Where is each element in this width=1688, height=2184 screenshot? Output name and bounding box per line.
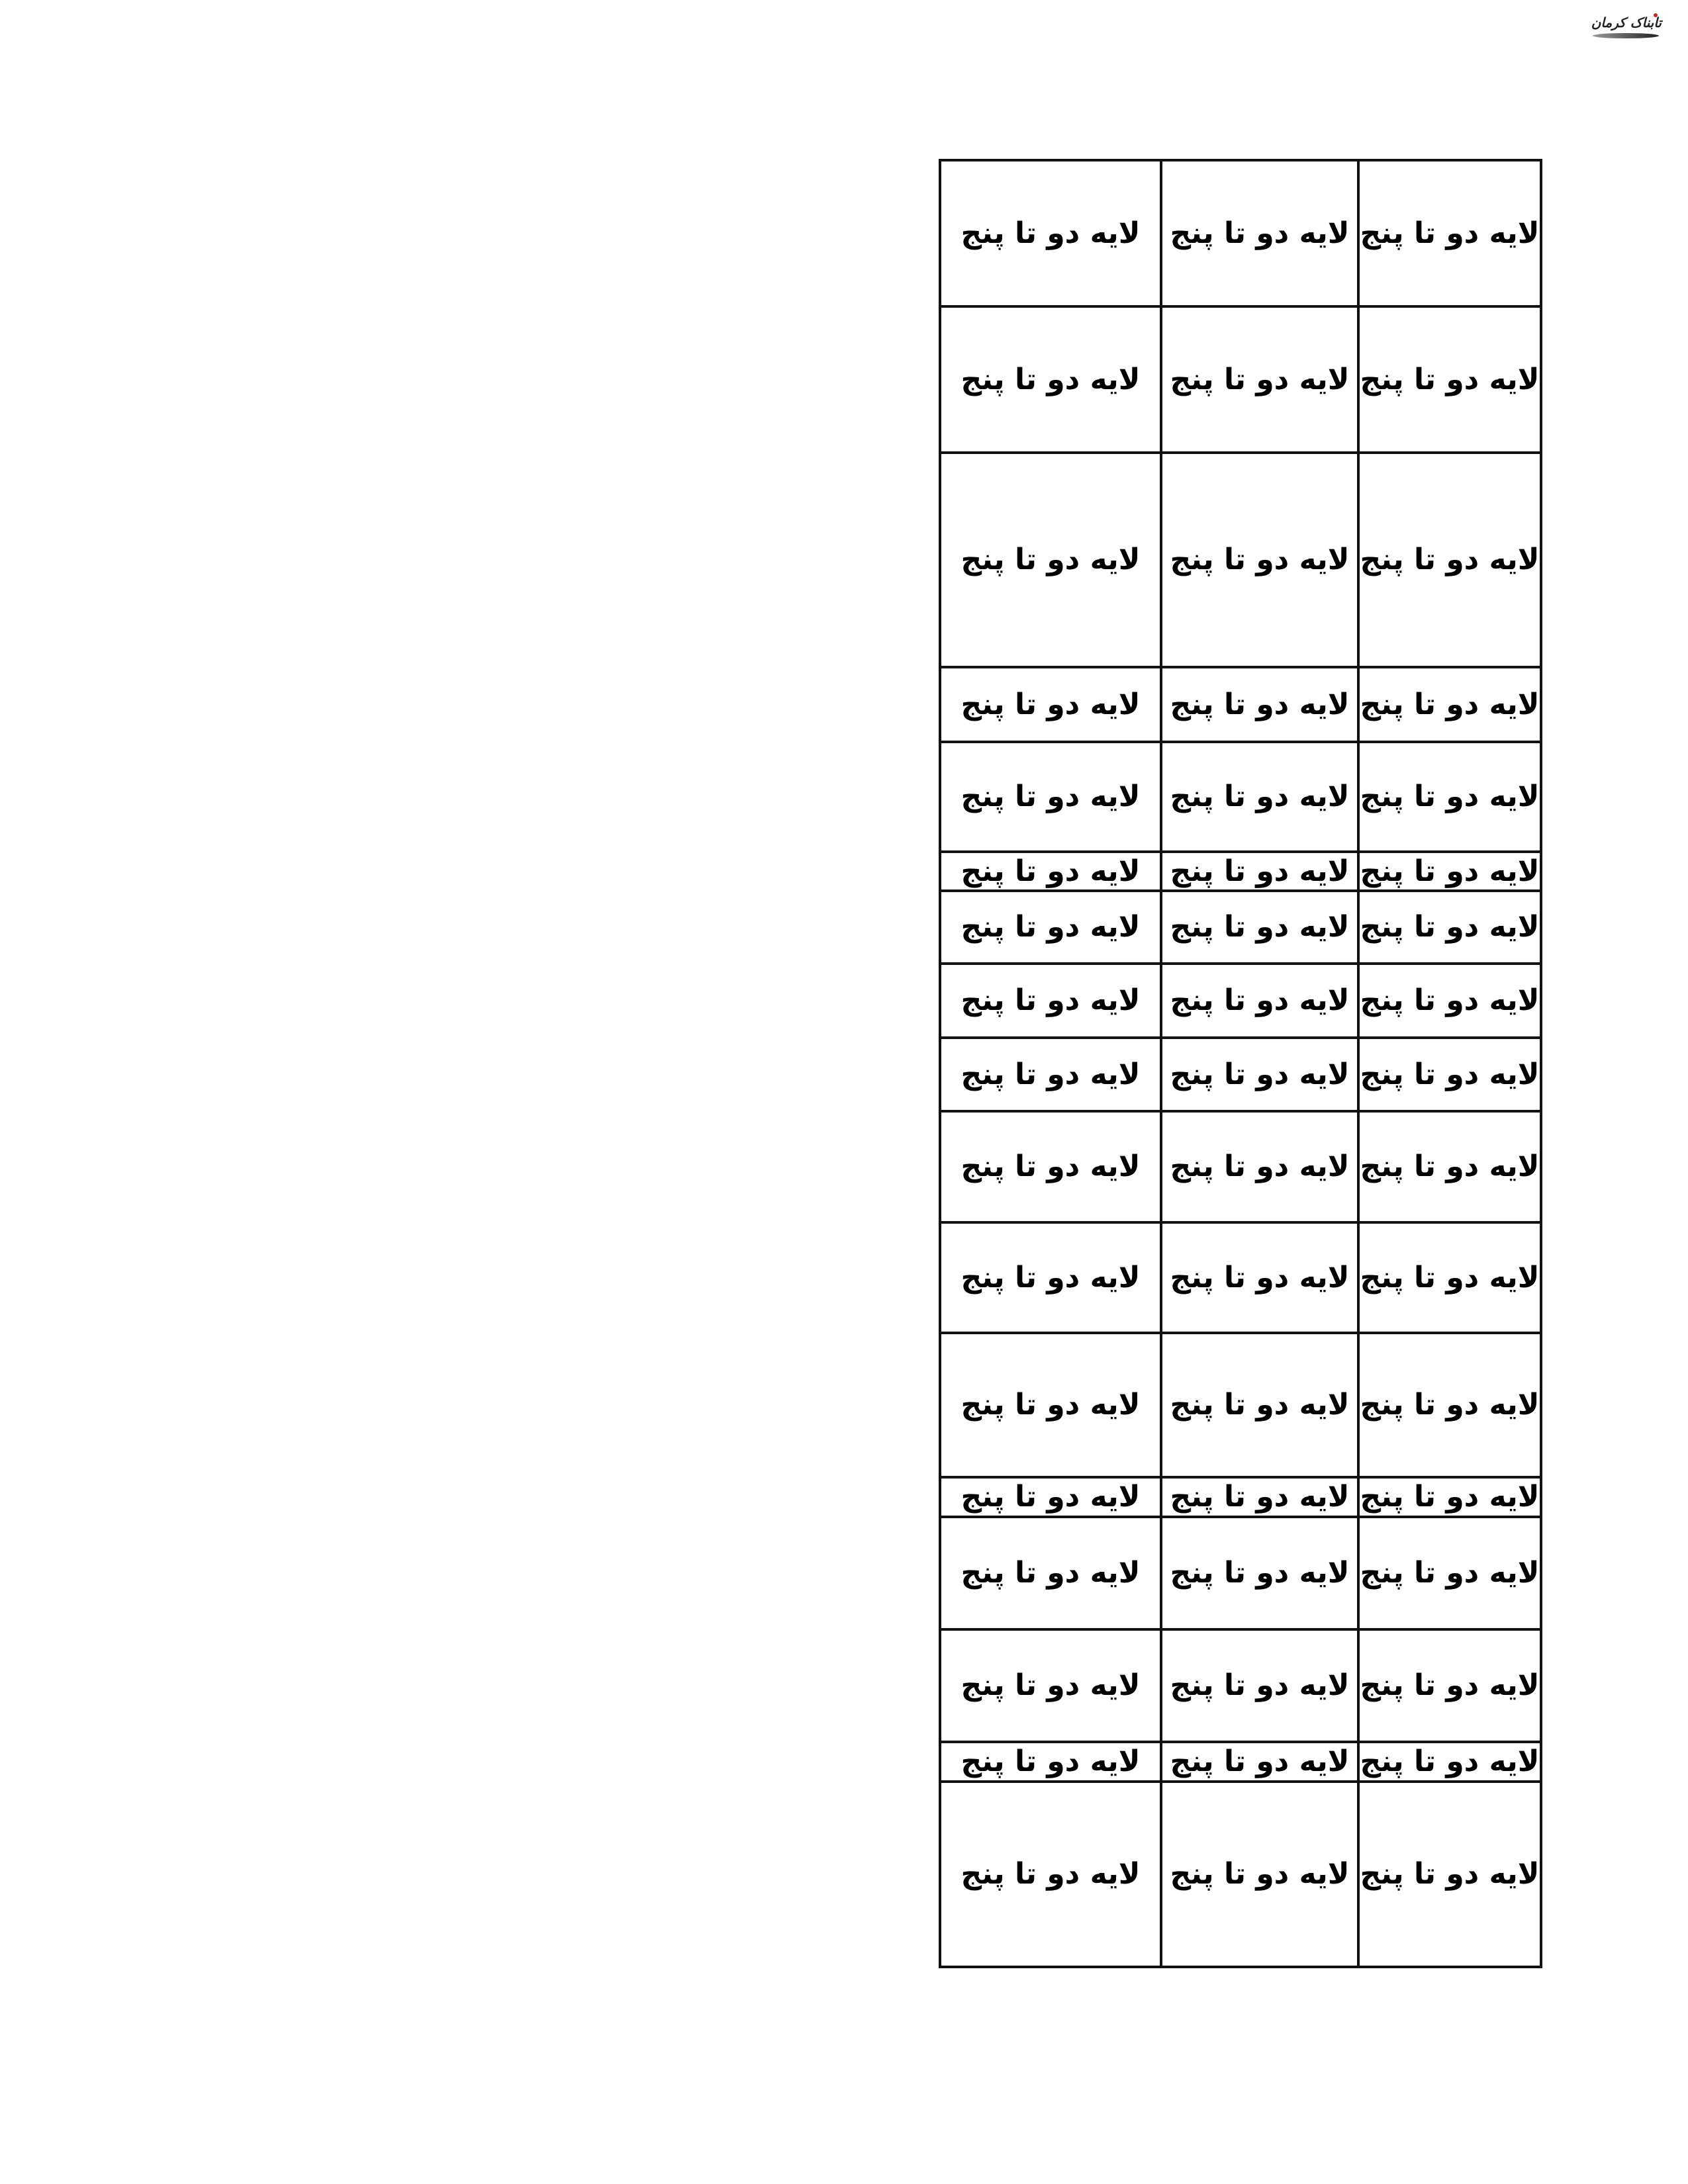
- table-cell: لایه دو تا پنج: [1357, 1221, 1542, 1334]
- logo-accent-dot: [1654, 13, 1658, 17]
- table-cell: لایه دو تا پنج: [939, 741, 1162, 853]
- table-row: لایه دو تا پنج لایه دو تا پنج لایه دو تا پ…: [939, 1780, 1542, 1968]
- label-grid-table: لایه دو تا پنج لایه دو تا پنج لایه دو تا پ…: [939, 159, 1542, 1968]
- table-cell: لایه دو تا پنج: [1160, 889, 1360, 965]
- table-cell: لایه دو تا پنج: [939, 1332, 1162, 1479]
- table-cell: لایه دو تا پنج: [939, 1476, 1162, 1518]
- table-cell: لایه دو تا پنج: [1160, 666, 1360, 743]
- table-cell: لایه دو تا پنج: [939, 1221, 1162, 1334]
- table-cell: لایه دو تا پنج: [939, 666, 1162, 743]
- table-cell: لایه دو تا پنج: [1357, 451, 1542, 668]
- table-row: لایه دو تا پنج لایه دو تا پنج لایه دو تا پ…: [939, 889, 1542, 965]
- table-cell: لایه دو تا پنج: [1160, 1741, 1360, 1783]
- table-row: لایه دو تا پنج لایه دو تا پنج لایه دو تا پ…: [939, 666, 1542, 743]
- label-grid-body: لایه دو تا پنج لایه دو تا پنج لایه دو تا پ…: [939, 159, 1542, 1968]
- table-cell: لایه دو تا پنج: [939, 1780, 1162, 1968]
- table-cell: لایه دو تا پنج: [939, 1036, 1162, 1113]
- table-row: لایه دو تا پنج لایه دو تا پنج لایه دو تا پ…: [939, 451, 1542, 668]
- table-row: لایه دو تا پنج لایه دو تا پنج لایه دو تا پ…: [939, 1741, 1542, 1783]
- table-cell: لایه دو تا پنج: [1160, 1036, 1360, 1113]
- table-row: لایه دو تا پنج لایه دو تا پنج لایه دو تا پ…: [939, 1036, 1542, 1113]
- table-cell: لایه دو تا پنج: [939, 962, 1162, 1039]
- table-cell: لایه دو تا پنج: [1160, 1780, 1360, 1968]
- table-row: لایه دو تا پنج لایه دو تا پنج لایه دو تا پ…: [939, 1476, 1542, 1518]
- table-cell: لایه دو تا پنج: [1357, 962, 1542, 1039]
- table-row: لایه دو تا پنج لایه دو تا پنج لایه دو تا پ…: [939, 962, 1542, 1039]
- table-cell: لایه دو تا پنج: [1357, 741, 1542, 853]
- table-row: لایه دو تا پنج لایه دو تا پنج لایه دو تا پ…: [939, 305, 1542, 454]
- table-cell: لایه دو تا پنج: [1160, 1332, 1360, 1479]
- table-row: لایه دو تا پنج لایه دو تا پنج لایه دو تا پ…: [939, 1110, 1542, 1224]
- table-cell: لایه دو تا پنج: [939, 1516, 1162, 1631]
- table-cell: لایه دو تا پنج: [1160, 1516, 1360, 1631]
- logo-swoosh: [1593, 33, 1659, 38]
- table-cell: لایه دو تا پنج: [1357, 889, 1542, 965]
- table-cell: لایه دو تا پنج: [1160, 1628, 1360, 1743]
- table-cell: لایه دو تا پنج: [1160, 1221, 1360, 1334]
- table-cell: لایه دو تا پنج: [1357, 666, 1542, 743]
- table-cell: لایه دو تا پنج: [939, 1741, 1162, 1783]
- table-cell: لایه دو تا پنج: [939, 451, 1162, 668]
- table-cell: لایه دو تا پنج: [1160, 962, 1360, 1039]
- table-cell: لایه دو تا پنج: [1357, 159, 1542, 308]
- table-cell: لایه دو تا پنج: [1160, 451, 1360, 668]
- table-cell: لایه دو تا پنج: [1357, 1741, 1542, 1783]
- table-cell: لایه دو تا پنج: [1160, 741, 1360, 853]
- table-cell: لایه دو تا پنج: [1357, 1628, 1542, 1743]
- table-cell: لایه دو تا پنج: [1357, 1780, 1542, 1968]
- site-logo: تابناک کرمان: [1589, 12, 1662, 45]
- table-row: لایه دو تا پنج لایه دو تا پنج لایه دو تا پ…: [939, 159, 1542, 308]
- table-cell: لایه دو تا پنج: [939, 305, 1162, 454]
- table-cell: لایه دو تا پنج: [1357, 1332, 1542, 1479]
- table-cell: لایه دو تا پنج: [939, 1110, 1162, 1224]
- table-row: لایه دو تا پنج لایه دو تا پنج لایه دو تا پ…: [939, 1221, 1542, 1334]
- table-cell: لایه دو تا پنج: [1160, 159, 1360, 308]
- table-cell: لایه دو تا پنج: [1160, 305, 1360, 454]
- table-row: لایه دو تا پنج لایه دو تا پنج لایه دو تا پ…: [939, 1516, 1542, 1631]
- table-row: لایه دو تا پنج لایه دو تا پنج لایه دو تا پ…: [939, 1628, 1542, 1743]
- table-cell: لایه دو تا پنج: [1160, 1110, 1360, 1224]
- table-cell: لایه دو تا پنج: [1357, 1110, 1542, 1224]
- table-row: لایه دو تا پنج لایه دو تا پنج لایه دو تا پ…: [939, 741, 1542, 853]
- logo-text: تابناک کرمان: [1591, 15, 1662, 30]
- table-cell: لایه دو تا پنج: [1357, 1036, 1542, 1113]
- table-cell: لایه دو تا پنج: [939, 850, 1162, 892]
- table-cell: لایه دو تا پنج: [1160, 1476, 1360, 1518]
- table-row: لایه دو تا پنج لایه دو تا پنج لایه دو تا پ…: [939, 1332, 1542, 1479]
- table-cell: لایه دو تا پنج: [1357, 1516, 1542, 1631]
- table-cell: لایه دو تا پنج: [1357, 305, 1542, 454]
- table-cell: لایه دو تا پنج: [1357, 1476, 1542, 1518]
- table-cell: لایه دو تا پنج: [1160, 850, 1360, 892]
- table-cell: لایه دو تا پنج: [939, 1628, 1162, 1743]
- table-cell: لایه دو تا پنج: [1357, 850, 1542, 892]
- table-cell: لایه دو تا پنج: [939, 889, 1162, 965]
- table-row: لایه دو تا پنج لایه دو تا پنج لایه دو تا پ…: [939, 850, 1542, 892]
- table-cell: لایه دو تا پنج: [939, 159, 1162, 308]
